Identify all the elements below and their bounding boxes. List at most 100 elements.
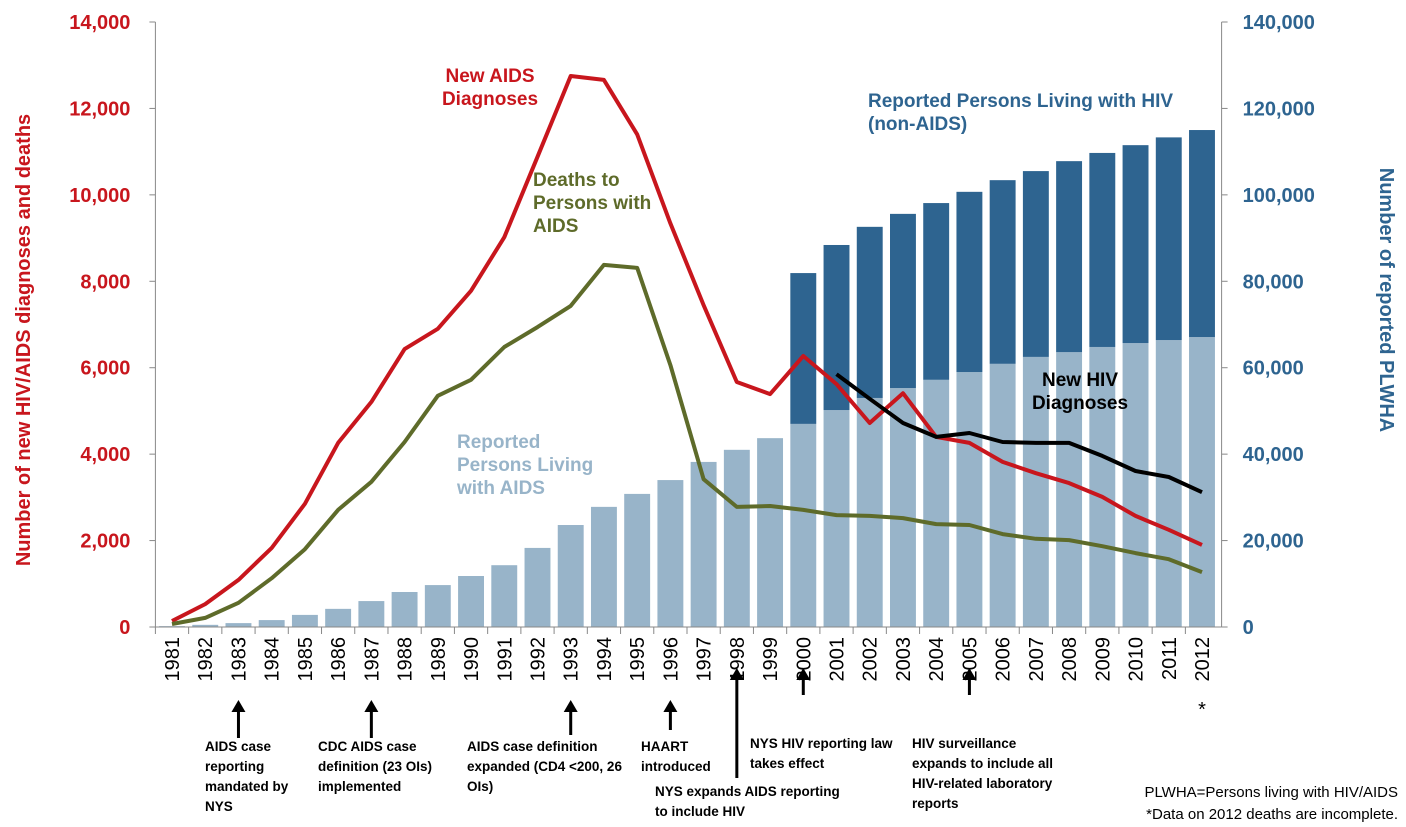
x-tick-label: 2002 <box>860 637 882 682</box>
bar <box>723 449 750 627</box>
footnote-marker: * <box>1198 699 1206 721</box>
y-tick-label: 0 <box>119 617 130 639</box>
x-tick-label: 2000 <box>793 637 815 682</box>
bar <box>690 461 717 627</box>
x-tick-label: 1986 <box>328 637 350 682</box>
x-tick-label: 1984 <box>262 637 284 682</box>
bar <box>1122 145 1149 344</box>
bar <box>225 623 252 627</box>
bar <box>1022 356 1049 627</box>
x-tick-label: 1987 <box>361 637 383 682</box>
bar <box>956 372 983 627</box>
bar <box>358 601 385 627</box>
y-tick-label: 8,000 <box>80 271 130 293</box>
y2-tick-label: 0 <box>1243 617 1254 639</box>
footnote: PLWHA=Persons living with HIV/AIDS <box>1144 784 1398 801</box>
y2-tick-label: 80,000 <box>1243 271 1304 293</box>
x-tick-label: 2005 <box>959 637 981 682</box>
x-tick-label: 1998 <box>727 637 749 682</box>
y2-tick-label: 60,000 <box>1243 358 1304 380</box>
annotation: AIDS case definition expanded (CD4 <200,… <box>467 739 622 794</box>
x-tick-label: 2003 <box>893 637 915 682</box>
annotation-arrowhead <box>231 700 246 712</box>
x-tick-label: 2012 <box>1192 637 1214 682</box>
y2-tick-label: 140,000 <box>1243 12 1315 34</box>
bar <box>989 180 1016 364</box>
bar <box>624 493 651 627</box>
annotation-arrowhead <box>796 668 811 680</box>
x-tick-label: 1996 <box>660 637 682 682</box>
y2-axis-title: Number of reported PLWHA <box>1375 168 1397 432</box>
y-tick-label: 12,000 <box>69 98 130 120</box>
footnote: *Data on 2012 deaths are incomplete. <box>1146 806 1398 823</box>
annotation-arrowhead <box>364 700 379 712</box>
bar <box>657 480 684 627</box>
bar <box>590 506 617 627</box>
line <box>171 74 1203 623</box>
bar <box>856 226 883 398</box>
bar <box>757 438 784 627</box>
annotation: AIDS case reporting mandated by NYS <box>205 739 289 814</box>
bar <box>923 203 950 380</box>
bar <box>1155 340 1182 627</box>
line <box>835 372 1203 495</box>
bar <box>823 410 850 627</box>
bar <box>1189 337 1215 627</box>
bar <box>391 591 418 627</box>
annotation-arrowhead <box>563 700 578 712</box>
bar <box>923 379 950 627</box>
y2-tick-label: 40,000 <box>1243 444 1304 466</box>
x-tick-label: 2006 <box>993 637 1015 682</box>
bar <box>1155 137 1182 341</box>
x-tick-label: 1990 <box>461 637 483 682</box>
y-tick-label: 14,000 <box>69 12 130 34</box>
x-tick-label: 1993 <box>561 637 583 682</box>
bar <box>258 620 285 627</box>
x-tick-label: 2010 <box>1126 637 1148 682</box>
bar <box>458 576 484 627</box>
bar <box>1189 130 1215 338</box>
bar <box>790 423 817 627</box>
y2-tick-label: 100,000 <box>1243 185 1315 207</box>
x-tick-label: 1992 <box>527 637 549 682</box>
x-tick-label: 2007 <box>1026 637 1048 682</box>
bar <box>325 608 352 627</box>
bar <box>1089 152 1116 347</box>
x-tick-label: 2009 <box>1092 637 1114 682</box>
x-tick-label: 1997 <box>694 637 716 682</box>
series-label: New AIDS Diagnoses <box>441 66 539 110</box>
bar <box>956 191 983 373</box>
annotation: NYS expands AIDS reporting to include HI… <box>655 784 840 819</box>
annotation: NYS HIV reporting law takes effect <box>750 736 893 771</box>
x-tick-label: 1991 <box>494 637 516 682</box>
bar <box>989 363 1016 627</box>
x-tick-label: 1985 <box>295 637 317 682</box>
annotation: HAART introduced <box>641 739 711 774</box>
y-tick-label: 2,000 <box>80 531 130 553</box>
bar <box>491 565 518 627</box>
bar <box>557 525 584 627</box>
bar <box>424 585 451 627</box>
bar <box>1056 352 1083 627</box>
line <box>171 262 1203 626</box>
x-tick-label: 1989 <box>428 637 450 682</box>
x-tick-label: 1999 <box>760 637 782 682</box>
annotation-arrowhead <box>729 668 744 680</box>
x-tick-label: 2011 <box>1159 637 1181 680</box>
y-axis-title: Number of new HIV/AIDS diagnoses and dea… <box>13 114 35 566</box>
series-label: New HIV Diagnoses <box>1031 370 1129 414</box>
x-tick-label: 1995 <box>627 637 649 682</box>
bar <box>1122 343 1149 627</box>
x-tick-label: 1981 <box>162 637 184 682</box>
y-tick-label: 4,000 <box>80 444 130 466</box>
x-tick-label: 1982 <box>195 637 217 682</box>
x-tick-label: 2004 <box>926 637 948 682</box>
annotation-arrowhead <box>962 668 977 680</box>
bar <box>790 273 817 424</box>
x-tick-label: 1988 <box>395 637 417 682</box>
y-tick-label: 10,000 <box>69 185 130 207</box>
annotation: HIV surveillance expands to include all … <box>912 736 1054 811</box>
bar <box>856 397 883 627</box>
x-tick-label: 1983 <box>228 637 250 682</box>
